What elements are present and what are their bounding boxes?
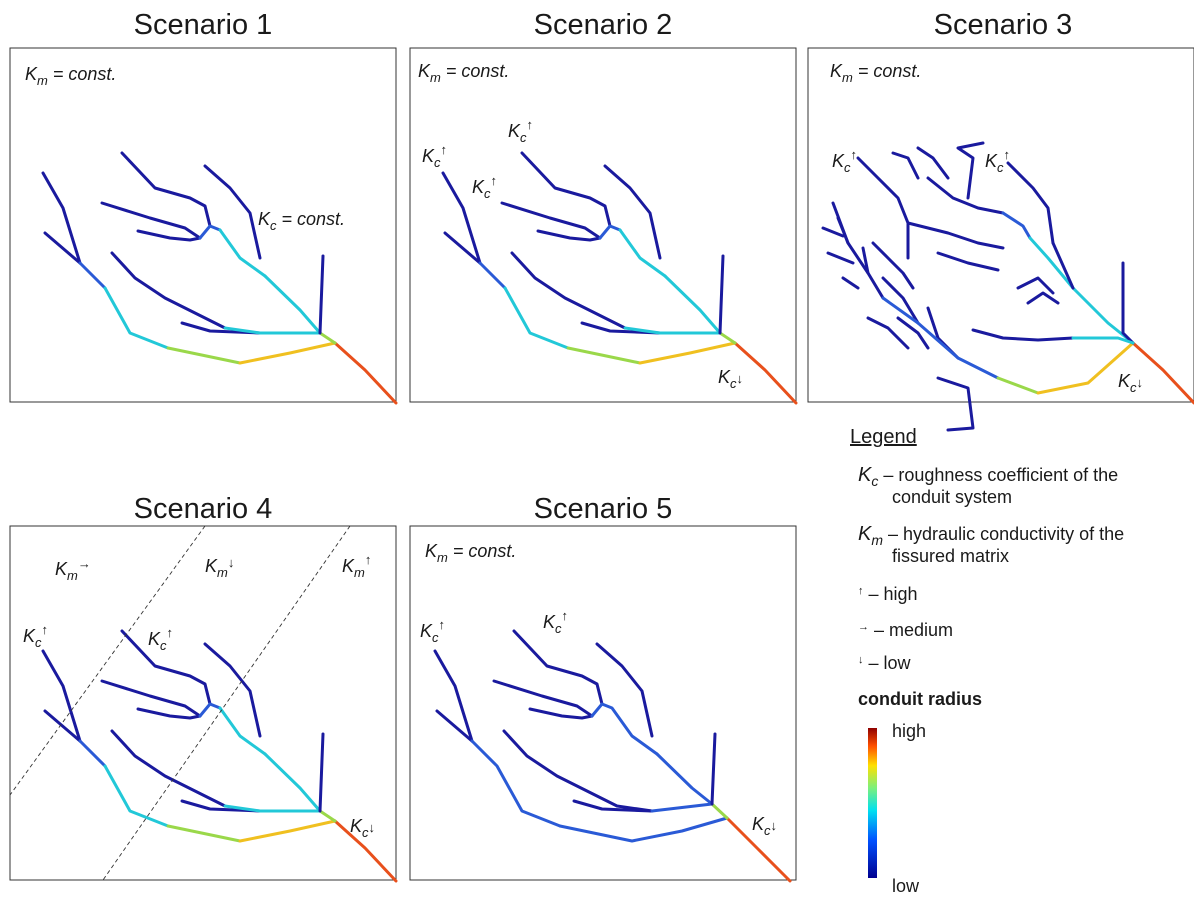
scenario-4-kc-label-1: Kc↑ — [23, 622, 48, 650]
legend: Legend Kc – roughness coefficient of the… — [850, 426, 1124, 896]
legend-km-line-2: fissured matrix — [892, 546, 1009, 566]
scenario-1-kc-label: Kc = const. — [258, 209, 345, 233]
scenario-4-km-zone-2: Km↓ — [205, 555, 234, 580]
scenario-5-kc-label-2: Kc↑ — [543, 608, 568, 636]
legend-title: Legend — [850, 426, 917, 448]
scenario-2-km-label: Km = const. — [418, 61, 509, 85]
scenario-2-kc-label-3: Kc↑ — [472, 173, 497, 201]
legend-high: ↑ – high — [858, 584, 918, 604]
scenario-4-kc-label-3: Kc↓ — [350, 816, 375, 840]
legend-kc-line-2: conduit system — [892, 487, 1012, 507]
scenario-3-frame — [807, 47, 1194, 403]
scenario-2-panel: Scenario 2 Km = const. Kc↑ Kc↑ Kc↑ Kc↓ — [409, 9, 798, 405]
scenario-4-kc-label-2: Kc↑ — [148, 625, 173, 653]
scenario-3-title: Scenario 3 — [934, 9, 1073, 41]
scenario-5-kc-label-1: Kc↑ — [420, 617, 445, 645]
scenario-2-kc-label-4: Kc↓ — [718, 367, 743, 391]
radius-high-label: high — [892, 721, 926, 741]
scenario-3-panel: Scenario 3 Km = const. Kc↑ Kc↑ Kc↓ — [807, 9, 1194, 432]
scenario-4-panel: Scenario 4 Km→ Km↓ Km↑ Kc↑ Kc↑ Kc↓ — [9, 493, 398, 883]
legend-km-line-1: Km – hydraulic conductivity of the — [858, 523, 1124, 548]
scenario-3-kc-label-1: Kc↑ — [832, 147, 857, 175]
scenario-2-kc-label-2: Kc↑ — [508, 117, 533, 145]
radius-low-label: low — [892, 876, 920, 896]
scenario-5-panel: Scenario 5 Km = const. Kc↑ Kc↑ Kc↓ — [409, 493, 797, 883]
scenario-1-title: Scenario 1 — [134, 9, 273, 41]
scenario-4-km-zone-3: Km↑ — [342, 552, 371, 580]
scenario-5-kc-label-3: Kc↓ — [752, 814, 777, 838]
legend-radius-title: conduit radius — [858, 689, 982, 709]
scenario-1-km-label: Km = const. — [25, 64, 116, 88]
legend-medium: → – medium — [858, 620, 953, 640]
scenario-2-title: Scenario 2 — [534, 9, 673, 41]
legend-low: ↓ – low — [858, 653, 912, 673]
scenario-3-kc-label-3: Kc↓ — [1118, 371, 1143, 395]
radius-colorbar — [868, 728, 877, 878]
scenario-3-kc-label-2: Kc↑ — [985, 147, 1010, 175]
legend-kc-line-1: Kc – roughness coefficient of the — [858, 464, 1118, 489]
scenario-1-panel: Scenario 1 Km = const. Kc = const. — [9, 9, 398, 405]
scenario-4-title: Scenario 4 — [134, 493, 273, 525]
scenario-4-km-zone-1: Km→ — [55, 556, 91, 583]
scenario-3-km-label: Km = const. — [830, 61, 921, 85]
scenario-4-zone-boundary-1 — [10, 526, 206, 796]
scenario-4-zone-boundary-2 — [102, 526, 351, 880]
scenario-5-title: Scenario 5 — [534, 493, 673, 525]
scenario-2-kc-label-1: Kc↑ — [422, 142, 447, 170]
scenario-5-km-label: Km = const. — [425, 541, 516, 565]
